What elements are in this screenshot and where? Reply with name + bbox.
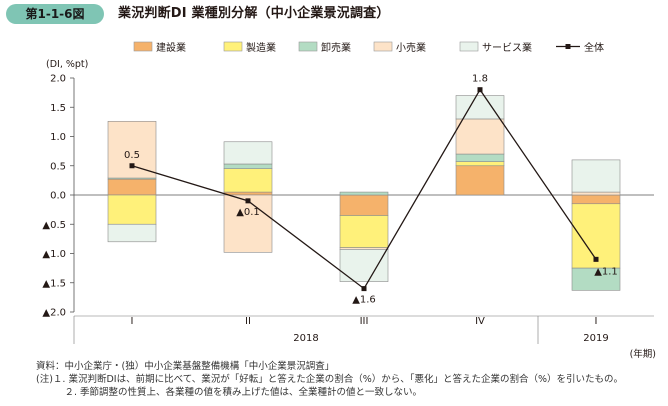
legend-label-1: 製造業 [246, 41, 276, 54]
bar-0-0 [107, 178, 157, 196]
x-unit-label: (年期) [630, 348, 656, 360]
x-tick-label-3: IV [475, 316, 485, 327]
year-label-1: 2019 [583, 333, 608, 344]
bar-4-3 [455, 95, 505, 120]
bar-3-3 [455, 118, 505, 155]
y-tick-label-4: 0.0 [50, 191, 66, 202]
bar-4-1 [223, 141, 273, 165]
legend-swatch-0 [133, 41, 153, 52]
total-label-4: ▲1.1 [594, 266, 618, 277]
x-tick-label-0: I [131, 316, 134, 327]
bar-2-2 [339, 191, 389, 196]
notes: 資料：中小企業庁・(独）中小企業基盤整備機構「中小企業景況調査」 (注)１. 業… [36, 360, 623, 399]
legend-swatch-4 [459, 41, 479, 52]
bar-0-4 [571, 194, 621, 205]
legend-swatch-1 [223, 41, 243, 52]
y-tick-label-8: ▲2.0 [42, 308, 66, 319]
y-unit-label: (DI, %pt) [46, 59, 88, 70]
year-label-0: 2018 [293, 333, 318, 344]
bar-1-0 [107, 194, 157, 225]
bar-4-0 [107, 223, 157, 243]
x-tick-label-1: II [245, 316, 251, 327]
bar-2-3 [455, 153, 505, 162]
bar-4-2 [339, 249, 389, 282]
bar-1-2 [339, 215, 389, 248]
bar-2-1 [223, 163, 273, 169]
bar-0-1 [223, 191, 273, 196]
legend-label-total: 全体 [584, 41, 604, 54]
legend-label-3: 小売業 [396, 41, 426, 54]
total-point-1 [245, 198, 251, 204]
legend-label-4: サービス業 [482, 41, 532, 54]
total-label-2: ▲1.6 [352, 295, 376, 306]
legend-label-2: 卸売業 [321, 41, 351, 54]
y-tick-label-2: 1.0 [50, 132, 66, 143]
bar-4-4 [571, 159, 621, 193]
legend-label-0: 建設業 [156, 41, 186, 54]
total-label-1: ▲0.1 [236, 207, 260, 218]
bar-1-1 [223, 168, 273, 193]
bar-3-4 [571, 191, 621, 196]
bar-0-3 [455, 165, 505, 196]
y-tick-label-3: 0.5 [50, 161, 66, 172]
note-2: ２. 季節調整の性質上、各業種の値を積み上げた値は、全業種計の値と一致しない。 [36, 387, 423, 398]
bar-0-2 [339, 194, 389, 216]
figure-label: 第1-1-6図 [6, 4, 104, 24]
x-tick-label-4: I [595, 316, 598, 327]
total-point-4 [593, 256, 599, 262]
y-tick-label-6: ▲1.0 [42, 249, 66, 260]
legend-swatch-2 [298, 41, 318, 52]
total-label-0: 0.5 [124, 150, 140, 161]
chart-title: 業況判断DI 業種別分解（中小企業景況調査） [118, 6, 390, 21]
note-source: 資料：中小企業庁・(独）中小企業基盤整備機構「中小企業景況調査」 [36, 361, 335, 372]
y-tick-label-5: ▲0.5 [42, 220, 66, 231]
note-1: (注)１. 業況判断DIは、前期に比べて、業況が「好転」と答えた企業の割合（%）… [36, 374, 624, 385]
bar-1-3 [455, 161, 505, 167]
total-point-0 [129, 163, 135, 169]
legend-total-marker [565, 44, 571, 49]
y-tick-label-1: 1.5 [50, 103, 66, 114]
legend-swatch-3 [373, 41, 393, 52]
total-point-2 [361, 286, 367, 292]
y-tick-label-0: 2.0 [50, 74, 66, 85]
bar-3-1 [223, 194, 273, 253]
x-tick-label-2: III [360, 316, 369, 327]
total-point-3 [477, 87, 483, 93]
y-tick-label-7: ▲1.5 [42, 278, 66, 289]
bar-2-4 [571, 267, 621, 291]
bar-3-0 [107, 120, 157, 179]
total-label-3: 1.8 [472, 74, 488, 85]
